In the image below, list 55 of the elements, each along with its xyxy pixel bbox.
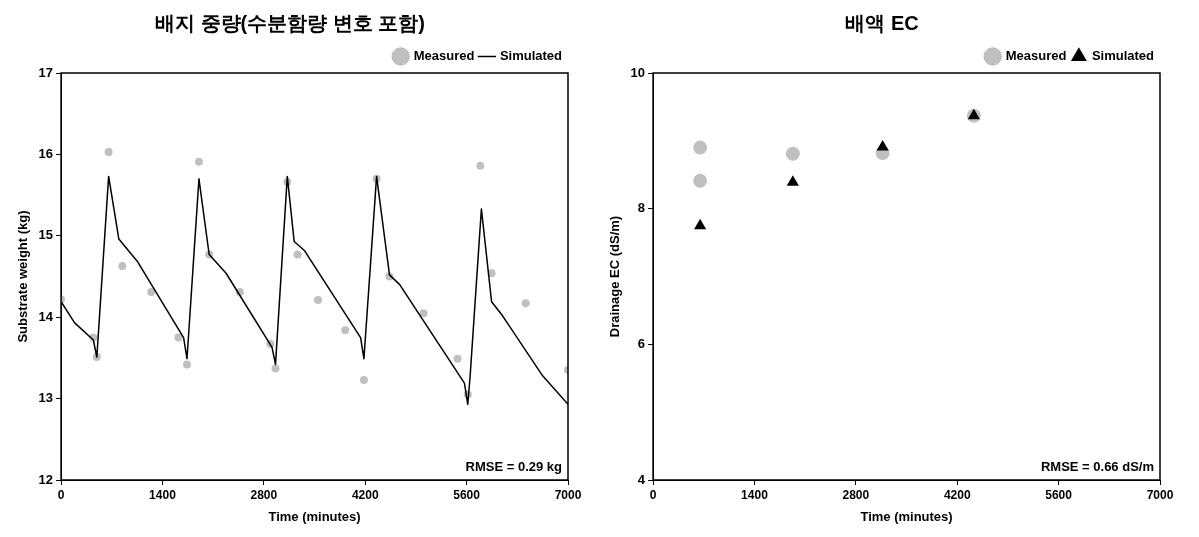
- x-tick-label: 4200: [351, 487, 379, 502]
- point: [876, 139, 889, 151]
- x-tick-label: 5600: [1045, 487, 1073, 502]
- legend-label: Simulated: [1091, 48, 1155, 64]
- point: [194, 157, 203, 166]
- point: [785, 146, 800, 161]
- point: [293, 250, 302, 259]
- y-tick-label: 15: [38, 227, 54, 243]
- x-tick-label: 2800: [842, 487, 870, 502]
- legend-label: Measured: [413, 48, 475, 64]
- y-tick-label: 17: [38, 64, 54, 80]
- point: [521, 299, 530, 308]
- chart-title: 배액 EC: [845, 11, 919, 34]
- point: [314, 296, 323, 305]
- point: [693, 173, 708, 188]
- point: [694, 218, 707, 230]
- y-axis-title: Drainage EC (dS/m): [607, 215, 623, 338]
- x-tick-label: 2800: [250, 487, 278, 502]
- legend-label: Measured: [1005, 48, 1067, 64]
- point: [453, 354, 462, 363]
- x-tick-label: 5600: [453, 487, 481, 502]
- point: [183, 360, 191, 369]
- legend-label: Simulated: [499, 48, 563, 64]
- y-axis-title: Substrate weight (kg): [15, 210, 31, 343]
- point: [271, 364, 280, 373]
- point: [476, 161, 485, 170]
- point: [786, 175, 799, 186]
- y-tick-label: 13: [38, 390, 54, 406]
- x-tick-label: 4200: [943, 487, 971, 502]
- x-tick-label: 0: [649, 487, 657, 502]
- y-tick-label: 6: [637, 335, 646, 351]
- chart-title: 배지 중량(수분함량 변호 포함): [155, 11, 425, 34]
- point: [174, 333, 183, 342]
- annotation: RMSE = 0.29 kg: [465, 459, 563, 475]
- annotation: RMSE = 0.66 dS/m: [1040, 459, 1154, 475]
- x-tick-label: 7000: [554, 487, 582, 502]
- y-tick-label: 14: [38, 308, 54, 324]
- point: [693, 140, 708, 155]
- x-tick-label: 0: [57, 487, 65, 502]
- y-tick-label: 16: [38, 145, 54, 161]
- y-tick-label: 8: [637, 200, 646, 216]
- point: [104, 147, 113, 156]
- point: [118, 261, 127, 270]
- x-axis-title: Time (minutes): [268, 508, 361, 524]
- x-tick-label: 1400: [149, 487, 177, 502]
- point: [147, 287, 156, 296]
- y-tick-label: 4: [637, 471, 646, 487]
- point: [419, 309, 428, 318]
- y-tick-label: 12: [38, 471, 54, 487]
- y-tick-label: 10: [630, 64, 646, 80]
- point: [359, 375, 368, 384]
- point: [341, 326, 350, 335]
- x-axis-title: Time (minutes): [860, 508, 953, 524]
- x-tick-label: 7000: [1146, 487, 1174, 502]
- x-tick-label: 1400: [741, 487, 769, 502]
